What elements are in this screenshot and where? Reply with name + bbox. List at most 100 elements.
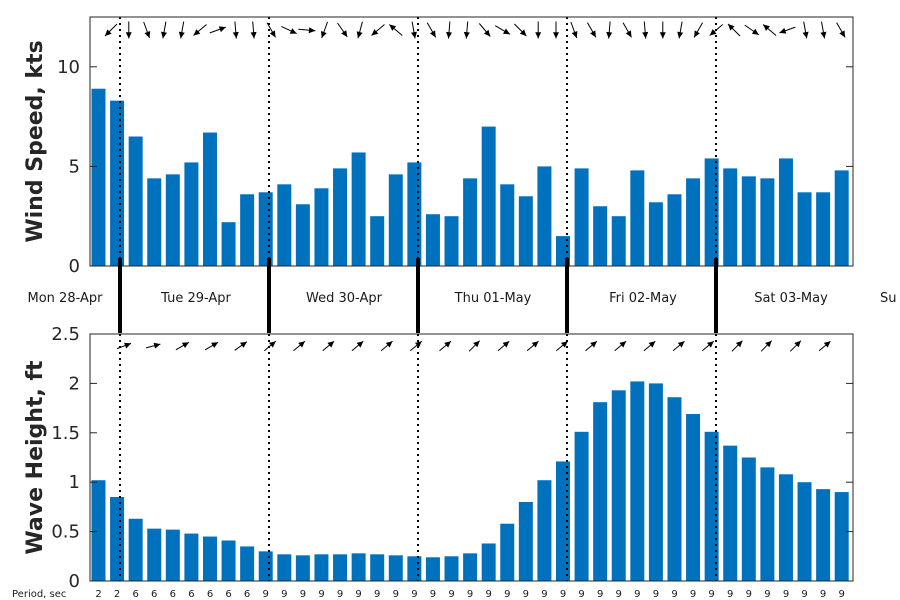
direction-arrow: [125, 21, 132, 39]
direction-arrow: [293, 340, 306, 352]
period-value: 2: [95, 589, 101, 600]
bar: [202, 536, 217, 581]
direction-arrow: [535, 21, 542, 39]
direction-arrow: [116, 342, 132, 350]
period-value: 9: [634, 589, 640, 600]
direction-arrow: [818, 340, 831, 352]
direction-arrow: [351, 340, 364, 352]
day-label: Fri 02-May: [609, 291, 677, 306]
period-value: 9: [820, 589, 826, 600]
bar: [91, 480, 106, 581]
bar: [407, 556, 422, 581]
direction-arrow: [606, 21, 613, 39]
direction-arrow: [468, 340, 481, 352]
direction-arrow: [760, 340, 773, 352]
bar: [574, 431, 589, 581]
axes-box: [89, 333, 854, 582]
bar: [778, 474, 793, 581]
bar: [760, 467, 775, 581]
direction-arrow: [779, 26, 796, 34]
bar: [425, 214, 440, 266]
period-value: 9: [746, 589, 752, 600]
period-value: 9: [504, 589, 510, 600]
direction-arrow: [388, 24, 403, 36]
bar: [797, 192, 812, 266]
y-tick-label: 2: [69, 373, 80, 394]
bar: [760, 178, 775, 266]
bar: [202, 132, 217, 266]
period-value: 9: [355, 589, 361, 600]
bar: [147, 178, 162, 266]
bar: [444, 216, 459, 266]
bar: [481, 126, 496, 266]
direction-arrow: [175, 341, 190, 351]
bar: [407, 162, 422, 266]
bar: [611, 216, 626, 266]
direction-arrow: [643, 340, 656, 352]
direction-arrow: [570, 21, 578, 39]
bar: [834, 170, 849, 266]
period-value: 9: [263, 589, 269, 600]
direction-arrow: [266, 22, 276, 38]
period-value: 9: [578, 589, 584, 600]
y-tick-label: 10: [57, 57, 80, 78]
direction-arrow: [526, 340, 539, 352]
bar: [388, 555, 403, 581]
period-value: 9: [690, 589, 696, 600]
bar: [723, 168, 738, 266]
bar: [240, 546, 255, 581]
bar: [648, 383, 663, 581]
bar: [816, 489, 831, 581]
direction-arrow: [371, 24, 385, 36]
y-tick-label: 0.5: [51, 522, 80, 543]
period-value: 9: [839, 589, 845, 600]
bar: [648, 202, 663, 266]
period-value: 9: [300, 589, 306, 600]
direction-arrow: [744, 24, 760, 36]
direction-arrow: [693, 22, 704, 38]
bar: [630, 170, 645, 266]
bar: [351, 152, 366, 266]
direction-arrow: [322, 340, 335, 352]
bar: [723, 445, 738, 581]
direction-arrow: [789, 340, 802, 352]
bar: [184, 162, 199, 266]
bar: [184, 533, 199, 581]
direction-arrow: [281, 25, 297, 35]
bar: [686, 178, 701, 266]
direction-arrow: [553, 21, 559, 39]
bar: [797, 482, 812, 581]
bar: [816, 192, 831, 266]
bar: [574, 168, 589, 266]
axes-box: [89, 16, 854, 267]
period-value: 6: [207, 589, 213, 600]
bar: [258, 192, 273, 266]
period-value: 9: [671, 589, 677, 600]
period-value: 9: [560, 589, 566, 600]
bar: [481, 543, 496, 581]
direction-arrow: [555, 340, 569, 352]
bar: [593, 402, 608, 581]
bar: [834, 492, 849, 581]
y-tick-label: 0: [69, 571, 80, 592]
direction-arrow: [672, 340, 685, 352]
direction-arrow: [709, 24, 724, 36]
period-value: 9: [411, 589, 417, 600]
direction-arrow: [209, 26, 226, 34]
bar: [221, 222, 236, 266]
period-value: 9: [708, 589, 714, 600]
direction-arrow: [836, 22, 846, 38]
bar: [333, 554, 348, 581]
bar: [593, 206, 608, 266]
direction-arrow: [104, 23, 118, 37]
period-value: 9: [281, 589, 287, 600]
period-value: 6: [133, 589, 139, 600]
direction-arrow: [802, 21, 809, 39]
period-value: 9: [486, 589, 492, 600]
direction-arrow: [494, 25, 511, 35]
bar: [277, 554, 292, 581]
direction-arrow: [178, 21, 185, 39]
y-tick-label: 1.5: [51, 423, 80, 444]
